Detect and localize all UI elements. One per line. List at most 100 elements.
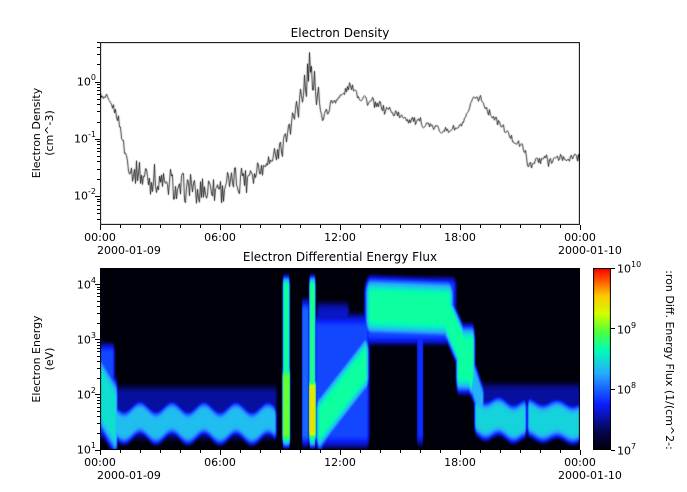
y-minor-tick <box>97 141 100 143</box>
x-minor-tick <box>319 450 321 453</box>
x-tick <box>339 225 341 230</box>
y-minor-tick <box>97 201 100 203</box>
x-minor-tick <box>539 450 541 453</box>
x-minor-tick <box>419 450 421 453</box>
x-minor-tick <box>479 450 481 453</box>
x-minor-tick <box>519 450 521 453</box>
y-minor-tick <box>97 286 100 288</box>
spectrogram-title: Electron Differential Energy Flux <box>242 250 438 264</box>
y-minor-tick <box>97 368 100 370</box>
y-minor-tick <box>97 111 100 113</box>
x-tick-label: 12:00 <box>324 456 356 469</box>
spectrogram-y-axis-label-line1: Electron Energy <box>30 315 43 403</box>
y-tick-label: 10-2 <box>74 187 96 204</box>
x-minor-tick <box>119 225 121 228</box>
y-minor-tick <box>97 351 100 353</box>
y-minor-tick <box>97 54 100 56</box>
y-minor-tick <box>97 423 100 425</box>
x-tick <box>459 225 461 230</box>
density-title: Electron Density <box>290 26 390 40</box>
y-minor-tick <box>97 292 100 294</box>
x-minor-tick <box>319 225 321 228</box>
flux-colorbar <box>593 268 611 450</box>
x-minor-tick <box>279 225 281 228</box>
x-tick-label: 00:00 <box>84 231 116 244</box>
y-minor-tick <box>97 198 100 200</box>
x-minor-tick <box>419 225 421 228</box>
density-line-plot <box>100 42 580 225</box>
x-tick-label: 18:00 <box>444 456 476 469</box>
y-tick <box>95 81 100 83</box>
x-tick <box>579 450 581 455</box>
y-minor-tick <box>97 168 100 170</box>
y-minor-tick <box>97 344 100 346</box>
y-minor-tick <box>97 396 100 398</box>
y-minor-tick <box>97 161 100 163</box>
y-minor-tick <box>97 213 100 215</box>
y-minor-tick <box>97 432 100 434</box>
x-minor-tick <box>299 225 301 228</box>
colorbar-tick-label: 1010 <box>617 260 642 276</box>
x-minor-tick <box>239 450 241 453</box>
x-minor-tick <box>119 450 121 453</box>
y-minor-tick <box>97 151 100 153</box>
y-minor-tick <box>97 94 100 96</box>
y-minor-tick <box>97 410 100 412</box>
y-tick-label: 10-1 <box>74 130 96 146</box>
x-minor-tick <box>299 450 301 453</box>
energy-flux-spectrogram <box>100 268 580 450</box>
x-tick <box>99 225 101 230</box>
y-tick-label: 104 <box>76 275 96 292</box>
density-y-axis-label: Electron Density (cm^-3) <box>30 63 58 203</box>
x-tick-label: 00:00 <box>564 456 596 469</box>
x-minor-tick <box>139 225 141 228</box>
y-minor-tick <box>97 178 100 180</box>
colorbar-tick <box>611 449 615 451</box>
y-minor-tick <box>97 64 100 66</box>
y-minor-tick <box>97 377 100 379</box>
x-tick-label: 06:00 <box>204 231 236 244</box>
x-minor-tick <box>379 225 381 228</box>
x-minor-tick <box>199 450 201 453</box>
y-minor-tick <box>97 121 100 123</box>
y-minor-tick <box>97 204 100 206</box>
y-tick-label: 102 <box>76 385 96 402</box>
y-minor-tick <box>97 361 100 363</box>
x-tick <box>339 450 341 455</box>
colorbar-tick <box>611 388 615 390</box>
y-minor-tick <box>97 416 100 418</box>
x-minor-tick <box>559 450 561 453</box>
y-minor-tick <box>97 218 100 220</box>
x-tick <box>459 450 461 455</box>
y-tick-label: 103 <box>76 330 96 347</box>
date-label-right: 2000-01-10 <box>558 244 622 257</box>
x-tick <box>219 225 221 230</box>
x-minor-tick <box>399 450 401 453</box>
x-minor-tick <box>179 225 181 228</box>
y-minor-tick <box>97 208 100 210</box>
y-tick <box>95 138 100 140</box>
y-tick <box>95 284 100 286</box>
y-minor-tick <box>97 47 100 49</box>
spectrogram-y-axis-label: Electron Energy (eV) <box>30 289 58 429</box>
x-minor-tick <box>499 225 501 228</box>
y-tick <box>95 449 100 451</box>
x-minor-tick <box>199 225 201 228</box>
x-minor-tick <box>359 450 361 453</box>
x-minor-tick <box>539 225 541 228</box>
y-minor-tick <box>97 305 100 307</box>
x-tick-label: 12:00 <box>324 231 356 244</box>
y-minor-tick <box>97 155 100 157</box>
x-tick-label: 06:00 <box>204 456 236 469</box>
colorbar-axis-label: :ron Diff. Energy Flux (1/(cm^2-: <box>663 270 676 450</box>
x-minor-tick <box>399 225 401 228</box>
y-minor-tick <box>97 147 100 149</box>
y-minor-tick <box>97 84 100 86</box>
y-minor-tick <box>97 90 100 92</box>
colorbar-tick-label: 108 <box>617 381 637 397</box>
colorbar-tick-label: 109 <box>617 320 637 337</box>
y-minor-tick <box>97 41 100 43</box>
x-minor-tick <box>239 225 241 228</box>
x-minor-tick <box>439 450 441 453</box>
y-minor-tick <box>97 104 100 106</box>
